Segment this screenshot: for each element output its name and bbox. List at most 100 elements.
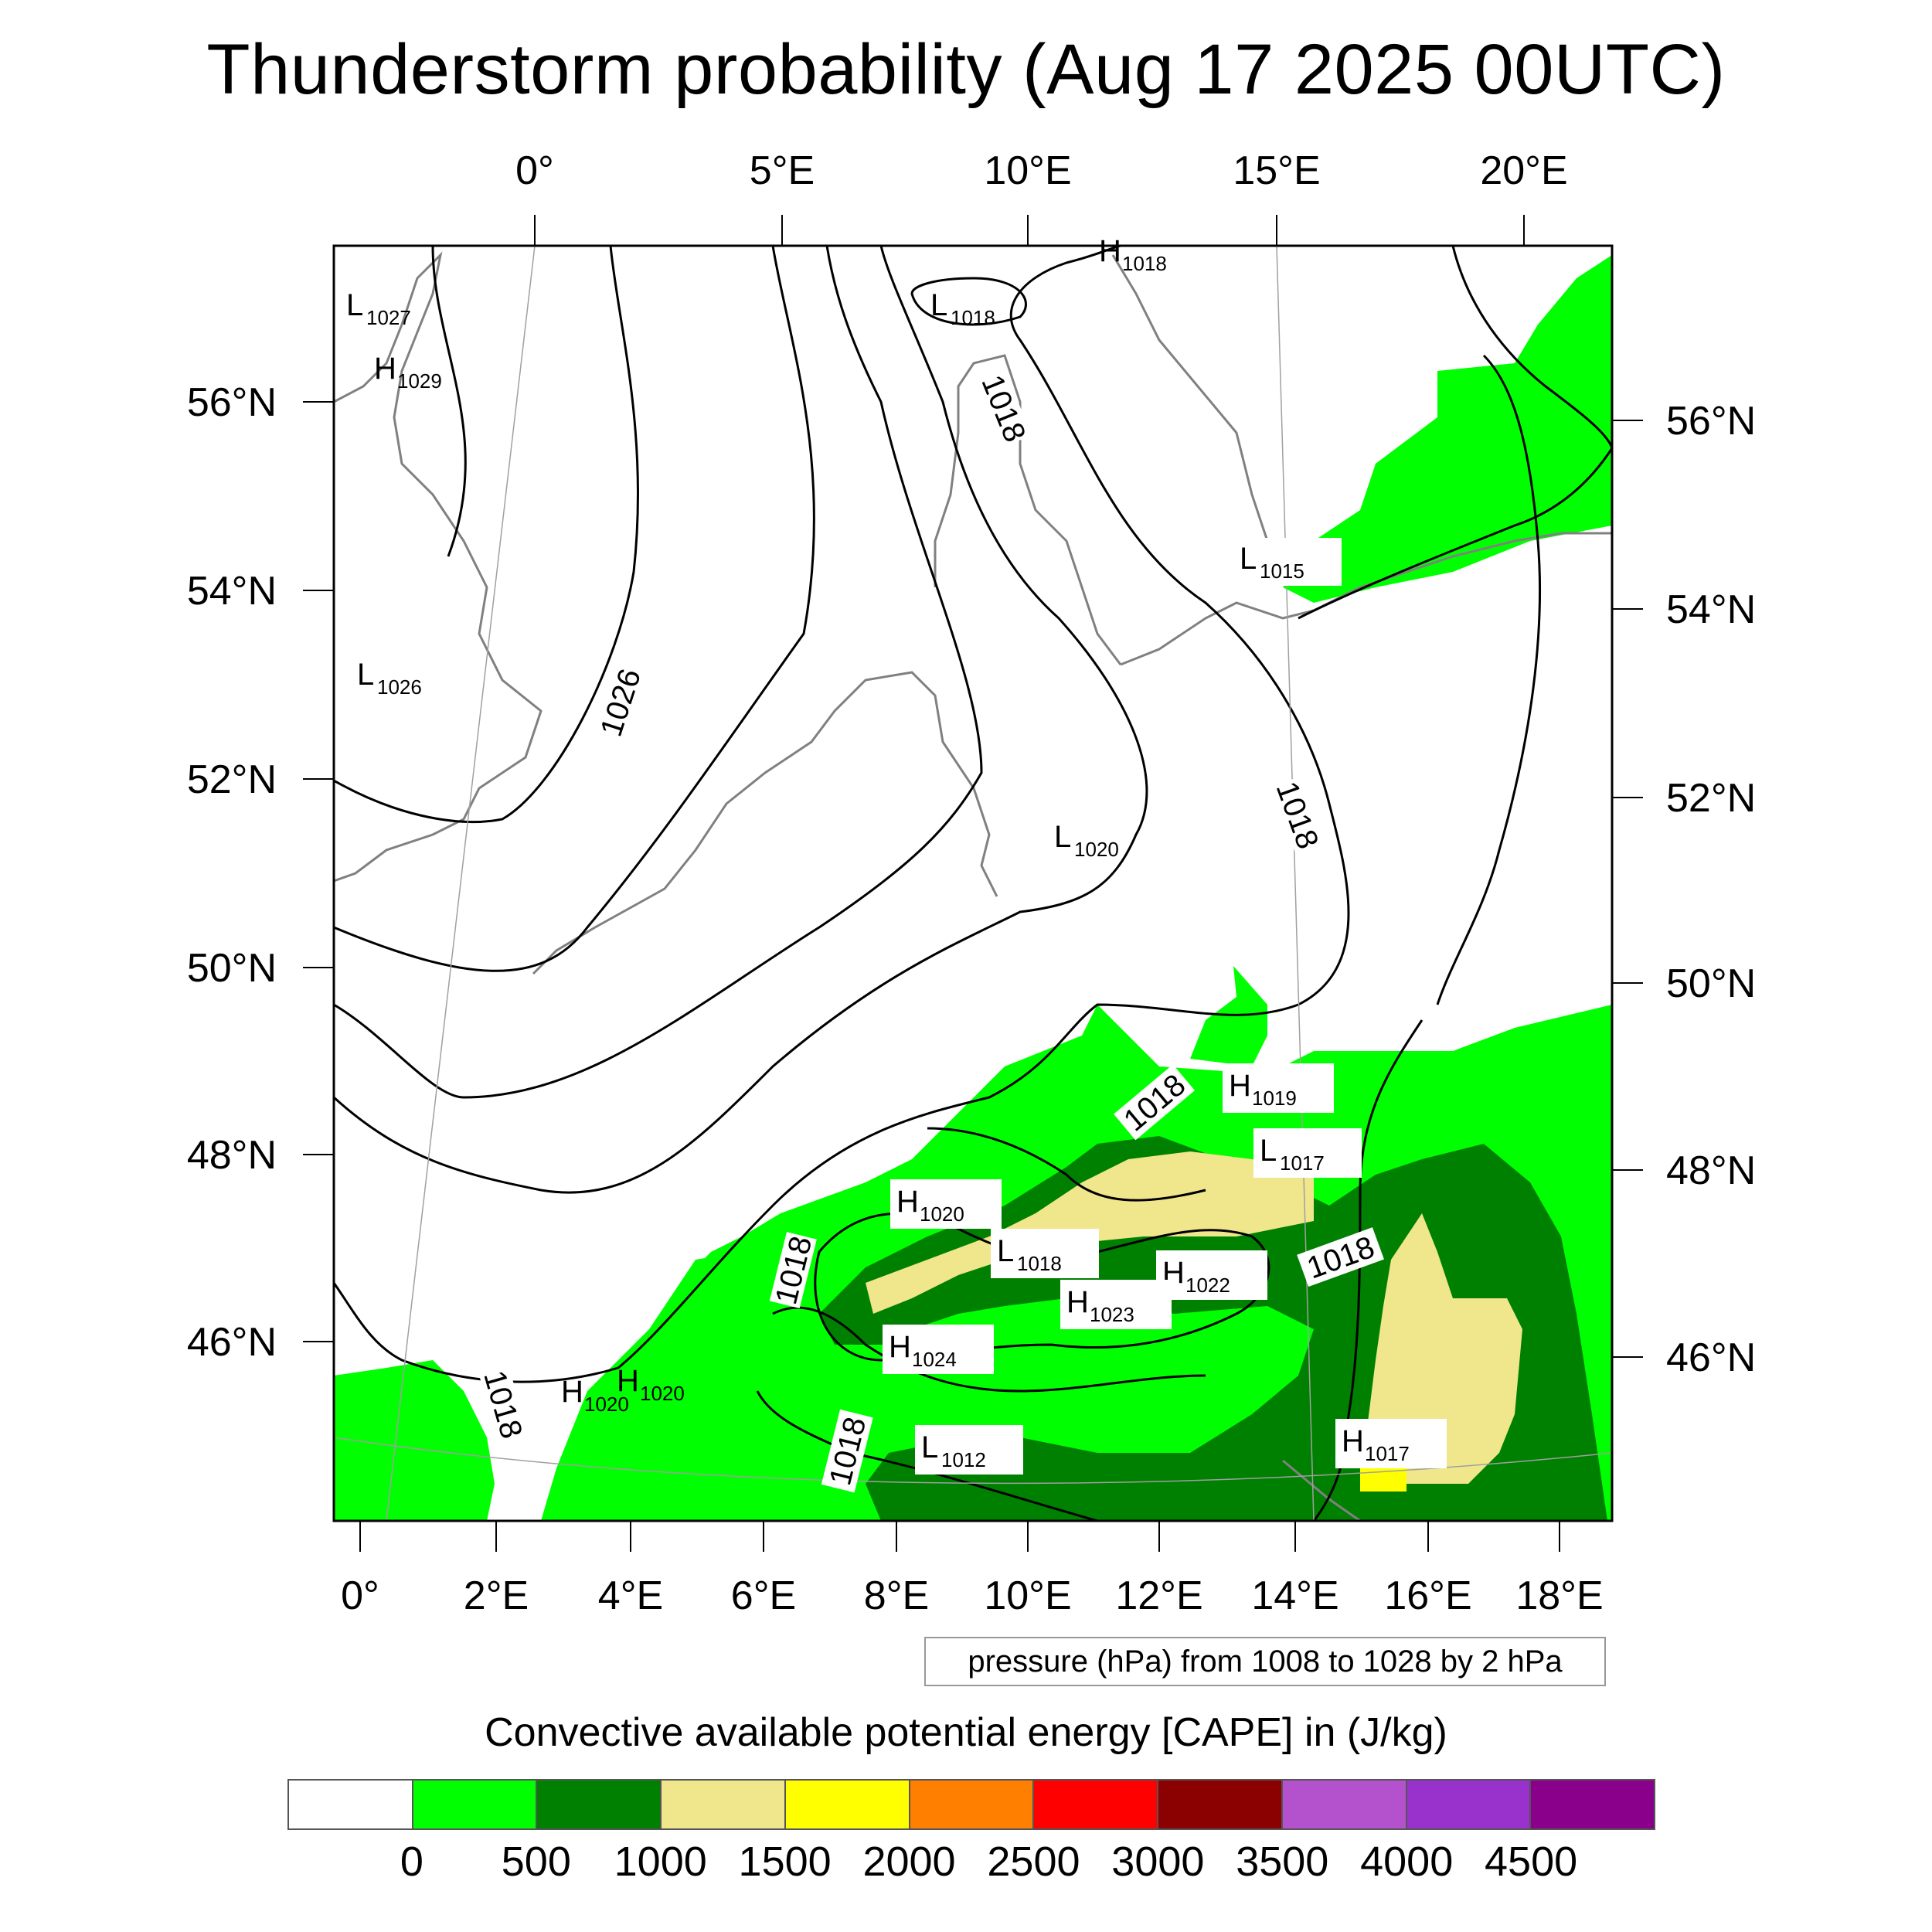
plot-frame bbox=[332, 244, 1614, 1522]
svg-text:H: H bbox=[1066, 1285, 1089, 1319]
meridian-0 bbox=[386, 246, 536, 1521]
colorbar-label: 3500 bbox=[1236, 1838, 1329, 1885]
svg-text:L: L bbox=[997, 1234, 1014, 1268]
bottom-lon-label: 10°E bbox=[984, 1573, 1071, 1618]
isobar-line bbox=[849, 1451, 1098, 1521]
coast-denmark bbox=[934, 354, 1122, 665]
colorbar-swatch bbox=[1158, 1781, 1283, 1828]
svg-text:1018: 1018 bbox=[951, 306, 995, 329]
top-lon-label: 5°E bbox=[750, 148, 815, 193]
pressure-center: H 1024 bbox=[883, 1325, 994, 1374]
map-title: Thunderstorm probability (Aug 17 2025 00… bbox=[206, 30, 1726, 109]
colorbar-label: 4500 bbox=[1485, 1838, 1578, 1885]
svg-text:L: L bbox=[346, 288, 363, 322]
svg-text:1027: 1027 bbox=[366, 306, 411, 329]
parallel-45n bbox=[334, 1437, 1612, 1485]
top-lon-label: 0° bbox=[515, 148, 554, 193]
colorbar-label: 0 bbox=[400, 1838, 423, 1885]
colorbar-swatch bbox=[1406, 1781, 1532, 1828]
top-lon-label: 20°E bbox=[1480, 148, 1567, 193]
pressure-info-box: pressure (hPa) from 1008 to 1028 by 2 hP… bbox=[924, 1637, 1606, 1686]
bottom-lon-label: 18°E bbox=[1515, 1573, 1603, 1618]
bottom-lon-label: 0° bbox=[341, 1573, 379, 1618]
isobar-line bbox=[334, 246, 815, 972]
colorbar-label: 2500 bbox=[987, 1838, 1080, 1885]
left-lat-label: 46°N bbox=[187, 1320, 277, 1365]
svg-text:H: H bbox=[1229, 1069, 1251, 1103]
colorbar-swatch bbox=[1531, 1781, 1655, 1828]
pressure-center: H 1020 bbox=[890, 1179, 1002, 1229]
isobar-line bbox=[927, 1127, 1206, 1202]
bottom-lon-label: 12°E bbox=[1115, 1573, 1202, 1618]
isobar-label: 1018 bbox=[1270, 777, 1325, 854]
isobar-line bbox=[772, 1306, 1206, 1393]
bottom-lon-label: 2°E bbox=[464, 1573, 529, 1618]
svg-text:H: H bbox=[617, 1364, 639, 1398]
pressure-center: L 1015 bbox=[1233, 538, 1342, 586]
right-lat-label: 48°N bbox=[1666, 1148, 1756, 1193]
isobar-line bbox=[910, 277, 1027, 326]
svg-text:H: H bbox=[561, 1375, 583, 1409]
pressure-center: L 1027 bbox=[346, 288, 411, 329]
svg-text:1017: 1017 bbox=[1280, 1151, 1325, 1175]
svg-text:1020: 1020 bbox=[640, 1382, 685, 1405]
bottom-lon-label: 16°E bbox=[1384, 1573, 1471, 1618]
colorbar-swatch bbox=[785, 1781, 910, 1828]
svg-text:L: L bbox=[930, 288, 947, 322]
svg-text:L: L bbox=[1054, 820, 1071, 854]
svg-text:L: L bbox=[1240, 542, 1257, 576]
right-lat-label: 52°N bbox=[1666, 776, 1756, 821]
cape-area-green-east bbox=[1283, 255, 1612, 603]
coast-britain bbox=[334, 251, 543, 883]
right-lat-label: 54°N bbox=[1666, 587, 1756, 632]
pressure-center: H 1022 bbox=[1156, 1250, 1267, 1300]
svg-text:H: H bbox=[889, 1330, 911, 1364]
cape-area-green-hung bbox=[1190, 966, 1267, 1066]
coastlines bbox=[334, 251, 1612, 1521]
svg-text:1019: 1019 bbox=[1252, 1087, 1297, 1110]
colorbar-label: 1500 bbox=[738, 1838, 832, 1885]
svg-text:1020: 1020 bbox=[1074, 838, 1119, 861]
pressure-center: H 1029 bbox=[374, 352, 442, 393]
svg-text:1024: 1024 bbox=[912, 1348, 957, 1371]
svg-text:H: H bbox=[896, 1185, 919, 1219]
svg-text:H: H bbox=[1342, 1424, 1364, 1458]
colorbar-label: 2000 bbox=[862, 1838, 956, 1885]
colorbar-swatch bbox=[1034, 1781, 1159, 1828]
left-lat-label: 54°N bbox=[187, 569, 277, 614]
isobar-line bbox=[1312, 1019, 1423, 1521]
svg-text:L: L bbox=[357, 658, 374, 692]
svg-text:L: L bbox=[921, 1430, 938, 1464]
isobar-line bbox=[334, 246, 983, 1099]
colorbar-swatch bbox=[910, 1781, 1035, 1828]
left-lat-label: 52°N bbox=[187, 757, 277, 802]
pressure-center: L 1020 bbox=[1054, 820, 1119, 861]
colorbar bbox=[287, 1779, 1655, 1830]
cape-area-tan-hung bbox=[1368, 1213, 1522, 1484]
isobar-line bbox=[1451, 246, 1612, 449]
isobar-line bbox=[431, 246, 467, 557]
svg-text:1015: 1015 bbox=[1260, 560, 1304, 583]
svg-text:1029: 1029 bbox=[397, 369, 442, 393]
bottom-lon-label: 14°E bbox=[1251, 1573, 1338, 1618]
left-lat-labels: 56°N 54°N 52°N 50°N 48°N 46°N bbox=[187, 380, 277, 1365]
svg-text:H: H bbox=[374, 352, 396, 386]
svg-text:1023: 1023 bbox=[1090, 1303, 1134, 1326]
isobars bbox=[334, 246, 1612, 1521]
right-lat-label: 56°N bbox=[1666, 399, 1756, 444]
bottom-lon-labels: 0° 2°E 4°E 6°E 8°E 10°E 12°E 14°E 16°E 1… bbox=[341, 1573, 1604, 1618]
right-lat-labels: 56°N 54°N 52°N 50°N 48°N 46°N bbox=[1666, 399, 1756, 1380]
pressure-center: L 1026 bbox=[357, 658, 422, 699]
colorbar-label: 1000 bbox=[614, 1838, 707, 1885]
colorbar-swatch bbox=[662, 1781, 786, 1828]
meridian-15e bbox=[1276, 246, 1315, 1521]
bottom-lon-label: 6°E bbox=[731, 1573, 796, 1618]
pressure-center: H 1023 bbox=[1060, 1280, 1172, 1329]
isobar-line bbox=[1436, 354, 1542, 1005]
svg-text:1012: 1012 bbox=[941, 1448, 986, 1471]
pressure-center: H 1020 bbox=[561, 1375, 629, 1416]
pressure-center: L 1012 bbox=[915, 1425, 1023, 1475]
right-lat-label: 50°N bbox=[1666, 961, 1756, 1006]
svg-text:H: H bbox=[1099, 234, 1121, 268]
